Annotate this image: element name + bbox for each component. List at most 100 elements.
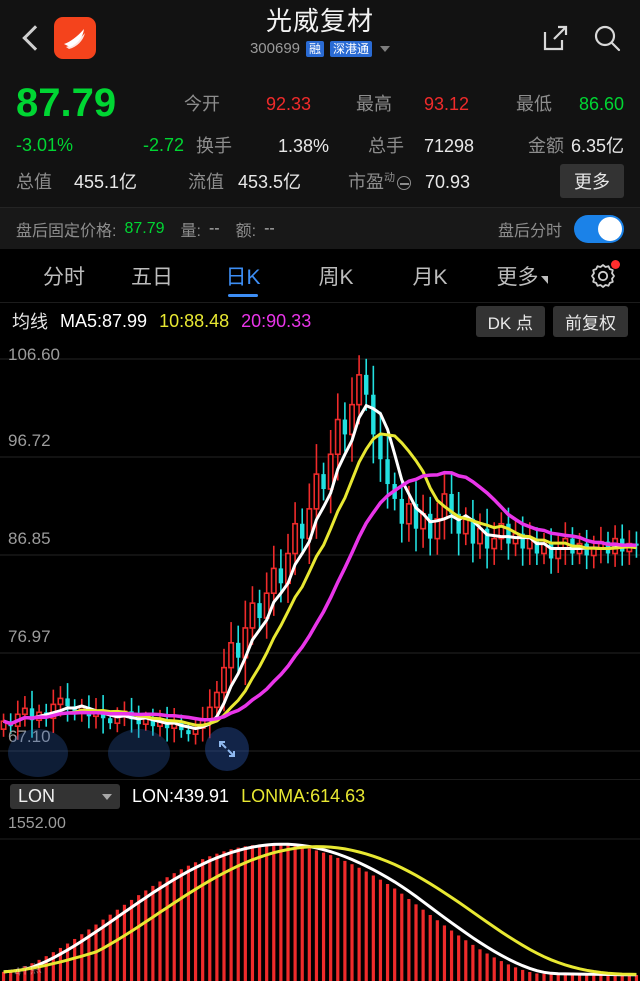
quote-row-2: -3.01% -2.72 换手 1.38% 总手 71298 金额 6.35亿 <box>16 127 624 163</box>
change-absolute: -2.72 <box>142 134 184 155</box>
after-hours-price-value: 87.79 <box>124 219 165 237</box>
chevron-down-icon <box>102 793 112 800</box>
indicator-svg <box>0 813 640 981</box>
float-cap-label: 流值 <box>188 172 224 192</box>
after-hours-toggle[interactable] <box>574 214 624 243</box>
low-label: 最低 <box>516 94 552 114</box>
share-icon[interactable] <box>540 23 570 53</box>
turnover-value: 1.38% <box>278 136 330 156</box>
ma20-line <box>3 470 637 726</box>
tab-five-day[interactable]: 五日 <box>131 265 173 289</box>
market-cap-cell: 总值 455.1亿 <box>16 168 188 194</box>
expand-chart-button[interactable] <box>205 727 249 771</box>
app-logo-icon[interactable] <box>54 16 96 59</box>
candle-series <box>0 355 639 745</box>
tab-weekly-k[interactable]: 周K <box>318 265 354 289</box>
high-value: 93.12 <box>424 94 470 114</box>
ma5-value: MA5:87.99 <box>60 310 148 331</box>
lon-value: LON:439.91 <box>132 786 230 806</box>
lon-line <box>3 842 637 977</box>
chart-period-tabs: 分时 五日 日K 周K 月K 更多 <box>0 249 640 303</box>
after-hours-toggle-label: 盘后分时 <box>497 222 562 240</box>
quote-row-1: 87.79 今开 92.33 最高 93.12 最低 86.60 <box>16 79 624 127</box>
triangle-down-icon <box>540 275 548 284</box>
low-cell: 最低 86.60 <box>516 90 624 116</box>
indicator-name: LON <box>18 786 56 806</box>
candlestick-chart[interactable]: 106.60 96.72 86.85 76.97 67.10 <box>0 339 640 779</box>
tab-more-label: 更多 <box>496 265 539 289</box>
info-icon[interactable] <box>397 176 411 190</box>
stock-code: 300699 <box>249 40 301 57</box>
high-label: 最高 <box>356 94 392 114</box>
low-value: 86.60 <box>578 94 624 114</box>
pe-mode: 动 <box>384 172 395 184</box>
app-header: 光威复材 300699 融 深港通 <box>0 0 640 75</box>
after-hours-amount-label: 额: <box>235 222 257 240</box>
tab-monthly-k[interactable]: 月K <box>412 265 448 289</box>
more-button[interactable]: 更多 <box>560 164 624 198</box>
indicator-chart[interactable]: 1552.00 47点 <box>0 813 640 981</box>
after-hours-amount-value: -- <box>264 219 275 237</box>
after-hours-volume-value: -- <box>208 219 220 237</box>
badge-connect: 深港通 <box>330 40 373 57</box>
ma10-line <box>3 432 637 727</box>
expand-arrows-icon <box>219 741 235 757</box>
open-label: 今开 <box>184 94 220 114</box>
float-cap-value: 453.5亿 <box>238 172 302 192</box>
chart-highlight-blob-1 <box>8 729 68 777</box>
volume-label: 总手 <box>368 136 404 156</box>
dk-point-button[interactable]: DK 点 <box>475 305 545 337</box>
pe-label-text: 市盈 <box>348 172 384 192</box>
high-cell: 最高 93.12 <box>356 90 516 116</box>
chart-highlight-blob-2 <box>108 729 170 777</box>
grid-lines <box>0 358 640 752</box>
ma-legend-bar: 均线 MA5:87.99 10:88.48 20:90.33 DK 点 前复权 <box>0 303 640 339</box>
after-hours-price-label: 盘后固定价格: <box>16 222 117 240</box>
lonma-line <box>3 845 637 976</box>
search-icon[interactable] <box>592 23 622 53</box>
float-cap-cell: 流值 453.5亿 <box>188 168 348 194</box>
chevron-down-icon[interactable] <box>380 45 391 52</box>
indicator-legend-bar: LON LON:439.91 LONMA:614.63 <box>0 779 640 813</box>
change-percent: -3.01% <box>16 134 74 155</box>
after-hours-bar: 盘后固定价格: 87.79 量: -- 额: -- 盘后分时 <box>0 207 640 249</box>
amount-cell: 金额 6.35亿 <box>528 132 624 158</box>
adjust-button[interactable]: 前复权 <box>553 305 628 337</box>
page-title: 光威复材 <box>265 6 374 36</box>
indicator-select[interactable]: LON <box>10 784 120 809</box>
after-hours-toggle-group: 盘后分时 <box>497 214 624 243</box>
after-hours-volume-label: 量: <box>180 222 201 240</box>
last-price: 87.79 <box>16 81 117 125</box>
quote-panel: 87.79 今开 92.33 最高 93.12 最低 86.60 -3.01% … <box>0 75 640 207</box>
stock-meta-row[interactable]: 300699 融 深港通 <box>249 40 391 57</box>
ma-legend-title: 均线 <box>12 312 48 332</box>
open-cell: 今开 92.33 <box>184 90 356 116</box>
quote-row-3: 总值 455.1亿 流值 453.5亿 市盈动 70.93 更多 <box>16 163 624 199</box>
open-value: 92.33 <box>266 94 312 114</box>
amount-value: 6.35亿 <box>570 136 624 156</box>
volume-value: 71298 <box>424 136 475 156</box>
tab-more[interactable]: 更多 <box>476 249 568 303</box>
header-actions <box>540 23 622 53</box>
turnover-label: 换手 <box>196 136 232 156</box>
badge-margin: 融 <box>306 40 325 57</box>
pe-value: 70.93 <box>425 172 471 192</box>
turnover-cell: 换手 1.38% <box>196 132 368 158</box>
amount-label: 金额 <box>528 136 564 156</box>
chart-option-buttons: DK 点 前复权 <box>475 305 628 337</box>
pe-cell[interactable]: 市盈动 70.93 <box>348 168 560 194</box>
ma20-value: 20:90.33 <box>241 310 312 331</box>
lonma-value: LONMA:614.63 <box>241 786 366 806</box>
volume-cell: 总手 71298 <box>368 132 528 158</box>
ma10-value: 10:88.48 <box>159 310 230 331</box>
back-chevron-icon[interactable] <box>18 25 44 51</box>
tab-daily-k[interactable]: 日K <box>198 249 288 303</box>
market-cap-label: 总值 <box>16 172 52 192</box>
gear-icon[interactable] <box>588 259 620 291</box>
tab-timeshare[interactable]: 分时 <box>43 265 85 289</box>
candlestick-svg <box>0 339 640 779</box>
notification-badge <box>611 259 620 269</box>
pe-label: 市盈动 <box>348 168 411 194</box>
indicator-axis-top: 1552.00 <box>8 815 66 832</box>
